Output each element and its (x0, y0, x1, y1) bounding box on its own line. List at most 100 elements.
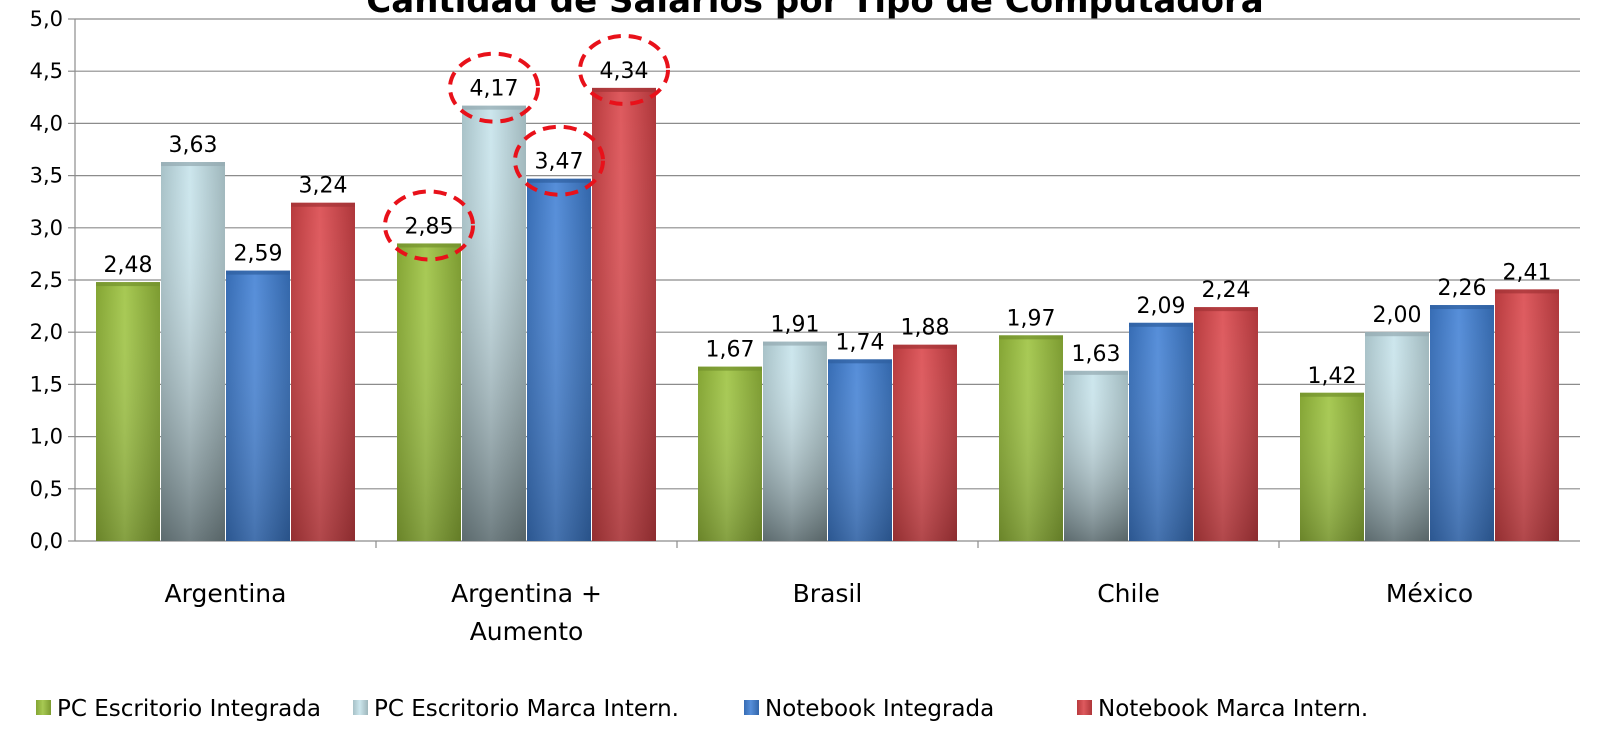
bar-shade (226, 270, 290, 541)
data-label: 2,41 (1503, 260, 1552, 285)
bar-top (1064, 370, 1128, 375)
bar-top (999, 335, 1063, 340)
bar (999, 335, 1063, 541)
bar (462, 105, 526, 541)
legend-item: Notebook Integrada (744, 696, 994, 722)
legend-label: PC Escritorio Marca Intern. (374, 696, 679, 722)
y-tick-label: 5,0 (30, 7, 63, 31)
y-tick-label: 0,0 (30, 529, 63, 553)
data-label: 2,24 (1202, 278, 1251, 303)
x-tick-label: Argentina (165, 579, 287, 608)
data-label: 2,85 (405, 214, 454, 239)
x-tick-label: Aumento (470, 617, 584, 646)
bar (161, 162, 225, 541)
bar-shade (161, 162, 225, 541)
bar-shade (1430, 305, 1494, 541)
bar-shade (763, 341, 827, 541)
y-tick-label: 2,5 (30, 268, 63, 292)
bar-shade (527, 178, 591, 541)
legend-item: Notebook Marca Intern. (1077, 696, 1368, 722)
bar-shade (96, 282, 160, 541)
bar (96, 282, 160, 541)
bar-top (1495, 289, 1559, 294)
bar-top (893, 344, 957, 349)
y-tick-label: 0,5 (30, 477, 63, 501)
bar-top (763, 341, 827, 346)
data-label: 3,47 (535, 150, 584, 175)
y-tick-label: 3,0 (30, 216, 63, 240)
y-tick-label: 3,5 (30, 164, 63, 188)
bar (1365, 332, 1429, 541)
data-label: 1,63 (1072, 342, 1121, 367)
bar-top (1194, 307, 1258, 312)
highlight-circles (383, 33, 670, 262)
bar-top (462, 105, 526, 110)
data-label: 1,67 (706, 338, 755, 363)
bar (592, 87, 656, 542)
y-tick-label: 4,0 (30, 111, 63, 135)
bar (1064, 370, 1128, 541)
data-label: 3,24 (299, 174, 348, 199)
data-label: 4,34 (600, 59, 649, 84)
bar (763, 341, 827, 541)
data-label: 1,97 (1007, 306, 1056, 331)
gridlines: 0,0 0,5 1,0 1,5 2,0 2,5 3,0 3,5 4,0 4,5 5,0 (30, 7, 1580, 553)
data-label: 2,48 (104, 253, 153, 278)
data-label: 2,59 (234, 242, 283, 267)
legend: PC Escritorio Integrada PC Escritorio Mar… (36, 696, 1368, 722)
bars (96, 87, 1559, 542)
bar-top (397, 243, 461, 248)
bar-shade (893, 344, 957, 541)
data-label: 1,88 (901, 316, 950, 341)
bar-top (592, 87, 656, 92)
bar-top (527, 178, 591, 183)
chart-title: Cantidad de Salarios por Tipo de Computa… (366, 0, 1263, 21)
legend-label: Notebook Integrada (765, 696, 994, 722)
data-label: 1,42 (1308, 364, 1357, 389)
bar-shade (999, 335, 1063, 541)
x-tick-label: Chile (1097, 579, 1160, 608)
bar (698, 366, 762, 541)
bar (1129, 322, 1193, 541)
bar-shade (1495, 289, 1559, 541)
bar-top (96, 282, 160, 287)
bar (226, 270, 290, 541)
axes: Argentina Argentina + Aumento Brasil Chile Mé… (74, 19, 1580, 646)
bar (397, 243, 461, 541)
bar-top (1365, 332, 1429, 337)
legend-item: PC Escritorio Marca Intern. (353, 696, 679, 722)
bar (828, 359, 892, 541)
data-label: 2,09 (1137, 294, 1186, 319)
legend-swatch (1077, 700, 1092, 715)
data-label: 4,17 (470, 77, 519, 102)
legend-swatch (744, 700, 759, 715)
bar (527, 178, 591, 541)
bar-top (161, 162, 225, 167)
y-tick-label: 1,0 (30, 425, 63, 449)
bar (1495, 289, 1559, 541)
bar-shade (828, 359, 892, 541)
bar-top (1300, 392, 1364, 397)
data-label: 3,63 (169, 133, 218, 158)
highlight-circle (513, 124, 605, 197)
y-tick-label: 4,5 (30, 59, 63, 83)
data-label: 2,26 (1438, 276, 1487, 301)
bar-top (1129, 322, 1193, 327)
bar-shade (1300, 392, 1364, 541)
data-label: 1,74 (836, 330, 885, 355)
bar-top (828, 359, 892, 364)
bar (291, 202, 355, 541)
bar (1194, 307, 1258, 541)
bar-shade (462, 105, 526, 541)
bar (1300, 392, 1364, 541)
data-label: 1,91 (771, 313, 820, 338)
bar-shade (1194, 307, 1258, 541)
bar-shade (291, 202, 355, 541)
bar-shade (397, 243, 461, 541)
bar-top (698, 366, 762, 371)
highlight-circle (448, 51, 540, 124)
bar (893, 344, 957, 541)
x-tick-label: México (1386, 579, 1473, 608)
bar-shade (698, 366, 762, 541)
